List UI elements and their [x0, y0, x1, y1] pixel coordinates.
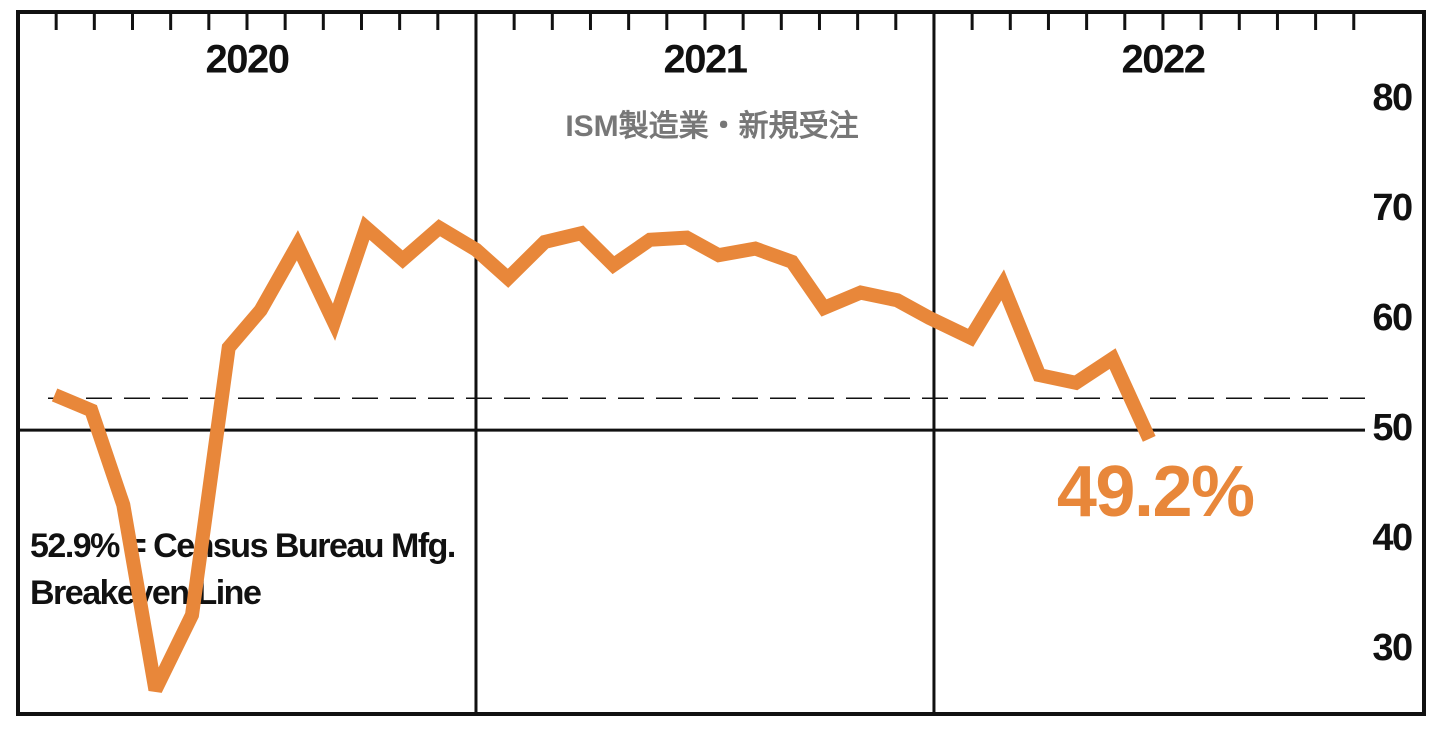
y-tick-label: 80	[1372, 77, 1412, 119]
chart-subtitle: ISM製造業・新規受注	[565, 110, 858, 143]
y-tick-label: 40	[1372, 517, 1412, 559]
annotation: 52.9% = Census Bureau Mfg.	[30, 527, 455, 565]
plot-frame	[16, 10, 1426, 716]
y-tick-label: 70	[1372, 187, 1412, 229]
value-label: 49.2%	[1057, 452, 1254, 532]
data-line	[51, 215, 1156, 693]
x-band-label: 2021	[663, 38, 747, 82]
x-band-label: 2022	[1121, 38, 1204, 82]
y-tick-label: 50	[1372, 407, 1412, 449]
y-tick-label: 60	[1372, 297, 1412, 339]
x-band-label: 2020	[205, 38, 288, 82]
y-tick-label: 30	[1372, 627, 1412, 669]
